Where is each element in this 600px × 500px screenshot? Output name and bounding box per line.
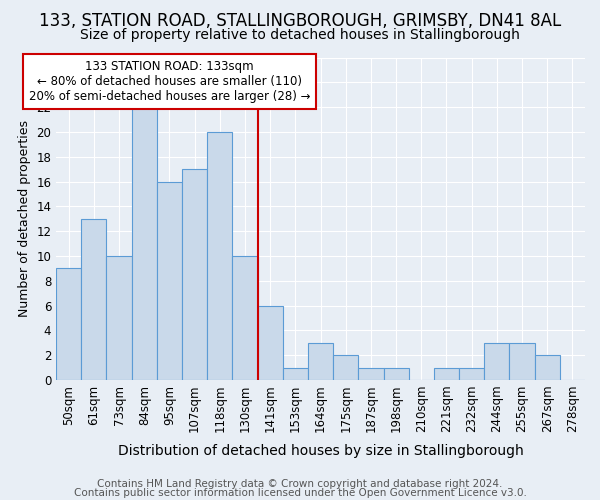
Bar [509,342,535,380]
Bar [283,368,308,380]
Bar [434,368,459,380]
Bar [157,182,182,380]
Bar [308,342,333,380]
Text: 133, STATION ROAD, STALLINGBOROUGH, GRIMSBY, DN41 8AL: 133, STATION ROAD, STALLINGBOROUGH, GRIM… [39,12,561,30]
X-axis label: Distribution of detached houses by size in Stallingborough: Distribution of detached houses by size … [118,444,523,458]
Bar [106,256,131,380]
Bar [257,306,283,380]
Text: Contains public sector information licensed under the Open Government Licence v3: Contains public sector information licen… [74,488,526,498]
Bar [56,268,81,380]
Bar [459,368,484,380]
Text: Size of property relative to detached houses in Stallingborough: Size of property relative to detached ho… [80,28,520,42]
Y-axis label: Number of detached properties: Number of detached properties [17,120,31,317]
Bar [182,169,207,380]
Bar [333,355,358,380]
Bar [484,342,509,380]
Bar [81,218,106,380]
Text: Contains HM Land Registry data © Crown copyright and database right 2024.: Contains HM Land Registry data © Crown c… [97,479,503,489]
Bar [207,132,232,380]
Bar [131,107,157,380]
Bar [358,368,383,380]
Text: 133 STATION ROAD: 133sqm
← 80% of detached houses are smaller (110)
20% of semi-: 133 STATION ROAD: 133sqm ← 80% of detach… [29,60,310,103]
Bar [535,355,560,380]
Bar [383,368,409,380]
Bar [232,256,257,380]
